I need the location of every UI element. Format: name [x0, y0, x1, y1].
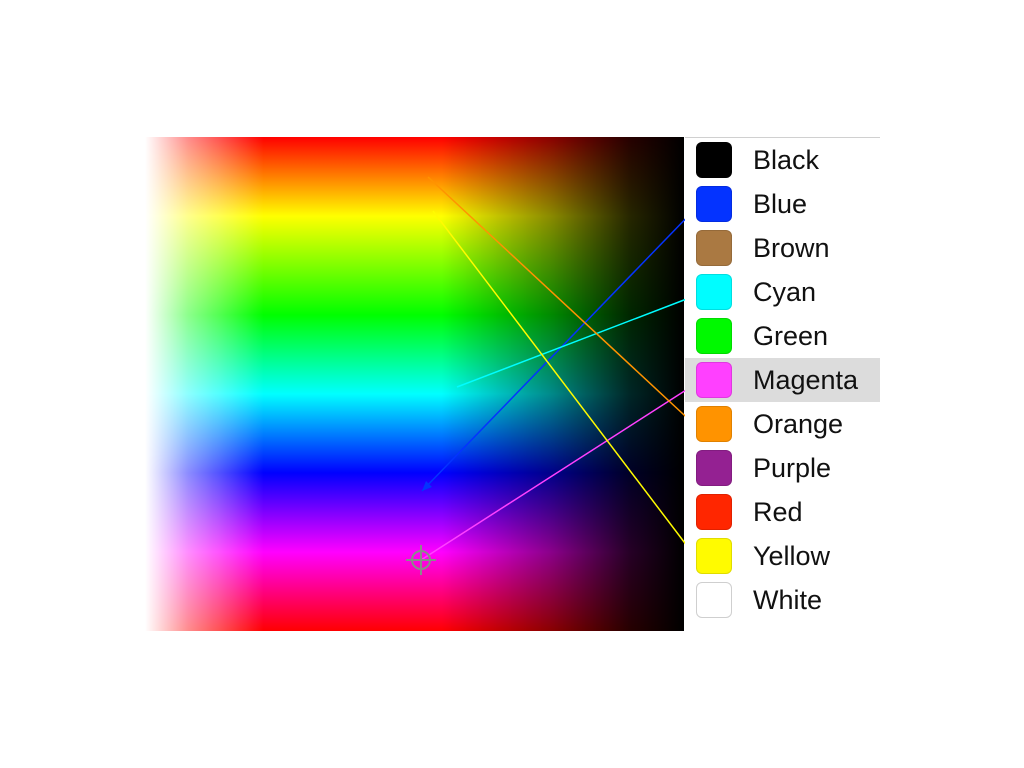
color-item-black[interactable]: Black — [685, 138, 880, 182]
color-item-magenta[interactable]: Magenta — [685, 358, 880, 402]
color-item-blue[interactable]: Blue — [685, 182, 880, 226]
color-item-red[interactable]: Red — [685, 490, 880, 534]
color-label: Black — [753, 144, 820, 175]
color-label: Orange — [753, 408, 844, 439]
color-item-cyan[interactable]: Cyan — [685, 270, 880, 314]
color-picker: Black Blue Brown Cyan Green Magenta Oran… — [145, 137, 880, 632]
color-item-orange[interactable]: Orange — [685, 402, 880, 446]
color-label: Cyan — [753, 276, 817, 307]
color-item-yellow[interactable]: Yellow — [685, 534, 880, 578]
color-swatch — [696, 230, 732, 266]
color-swatch — [696, 494, 732, 530]
color-label: White — [753, 584, 823, 615]
color-label: Magenta — [753, 364, 859, 395]
color-swatch — [696, 142, 732, 178]
color-label: Yellow — [753, 540, 831, 571]
color-item-green[interactable]: Green — [685, 314, 880, 358]
color-label: Brown — [753, 232, 830, 263]
color-label: Green — [753, 320, 829, 351]
color-label: Blue — [753, 188, 808, 219]
color-swatch — [696, 362, 732, 398]
color-swatch — [696, 450, 732, 486]
crosshair-icon[interactable] — [406, 545, 436, 575]
color-list: Black Blue Brown Cyan Green Magenta Oran… — [685, 137, 880, 632]
color-swatch — [696, 406, 732, 442]
color-label: Red — [753, 496, 803, 527]
color-swatch — [696, 538, 732, 574]
color-item-purple[interactable]: Purple — [685, 446, 880, 490]
color-item-brown[interactable]: Brown — [685, 226, 880, 270]
color-swatch — [696, 582, 732, 618]
color-swatch — [696, 318, 732, 354]
color-label: Purple — [753, 452, 832, 483]
color-swatch — [696, 186, 732, 222]
color-item-white[interactable]: White — [685, 578, 880, 622]
color-swatch — [696, 274, 732, 310]
